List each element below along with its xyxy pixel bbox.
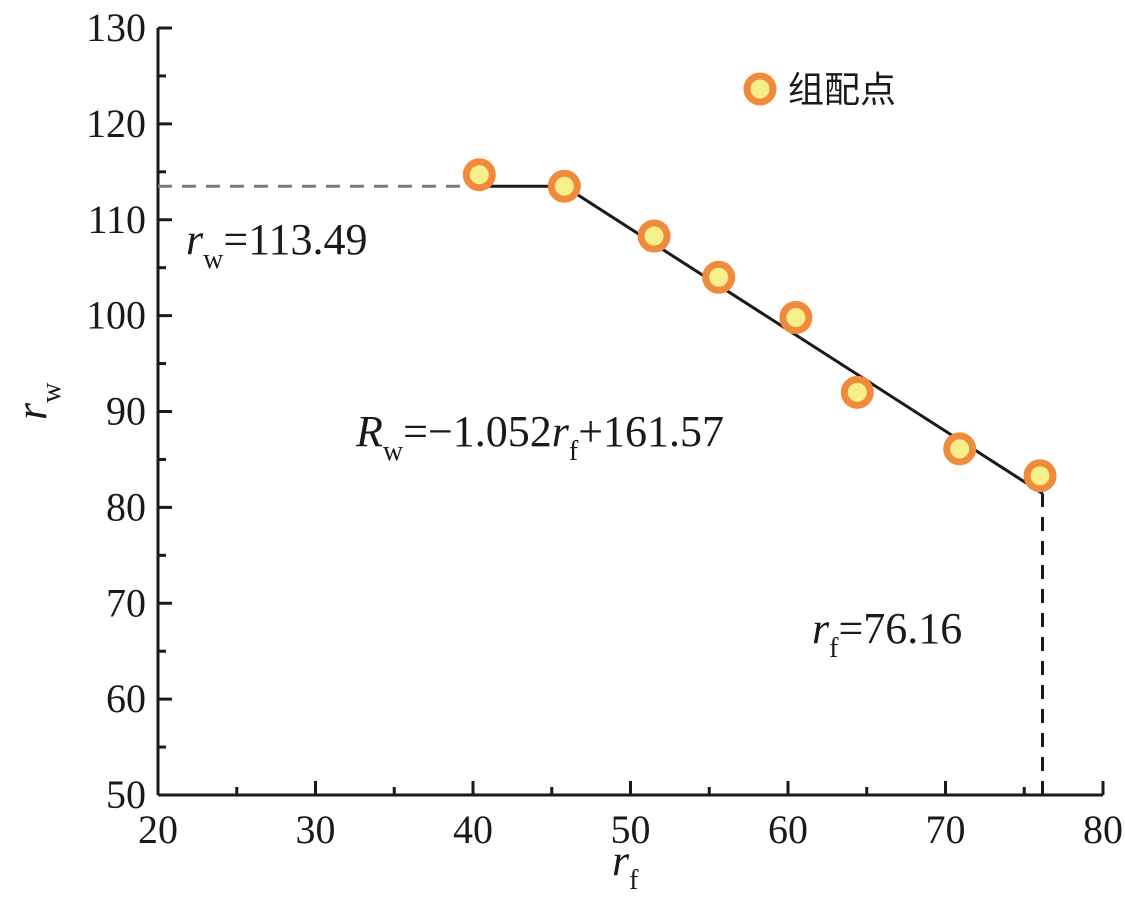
y-tick-label: 80 — [106, 484, 146, 529]
x-tick-label: 80 — [1083, 807, 1123, 852]
x-axis-title: rf — [612, 836, 639, 896]
data-point — [779, 301, 813, 335]
y-tick-label: 70 — [106, 580, 146, 625]
x-tick-label: 40 — [453, 807, 493, 852]
data-point — [1023, 459, 1057, 493]
y-tick-label: 120 — [86, 101, 146, 146]
data-point — [547, 169, 581, 203]
x-tick-label: 50 — [611, 807, 651, 852]
data-point — [943, 432, 977, 466]
x-tick-label: 20 — [138, 807, 178, 852]
y-axis-title: rw — [7, 382, 67, 420]
legend-marker — [743, 72, 777, 106]
legend-label: 组配点 — [788, 70, 896, 111]
x-tick-label: 60 — [768, 807, 808, 852]
y-tick-label: 100 — [86, 293, 146, 338]
annotation-rw-value: rw=113.49 — [186, 215, 368, 275]
data-point — [840, 375, 874, 409]
legend: 组配点 — [743, 70, 896, 111]
data-point — [637, 219, 671, 253]
x-tick-label: 70 — [926, 807, 966, 852]
y-tick-label: 60 — [106, 676, 146, 721]
y-tick-label: 50 — [106, 772, 146, 817]
y-tick-label: 130 — [86, 5, 146, 50]
reference-lines — [158, 184, 1045, 795]
data-point — [462, 158, 496, 192]
data-point — [702, 260, 736, 294]
annotation-rf-value: rf=76.16 — [812, 604, 962, 664]
y-tick-label: 110 — [87, 197, 146, 242]
x-tick-label: 30 — [296, 807, 336, 852]
data-points — [462, 158, 1057, 493]
annotation-equation: Rw=−1.052rf+161.57 — [355, 407, 724, 467]
ticks: 20 30 40 50 60 70 80 50 60 70 80 90 100 110 120 130 — [86, 5, 1123, 852]
y-tick-label: 90 — [106, 389, 146, 434]
